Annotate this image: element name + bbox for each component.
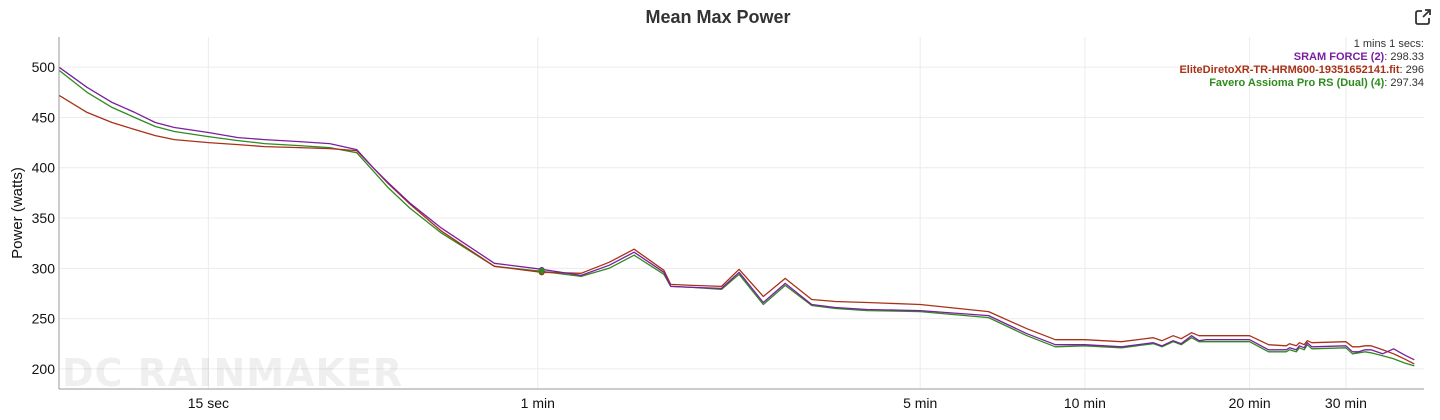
- series-line: [58, 94, 1415, 365]
- legend-header: 1 mins 1 secs:: [1354, 38, 1424, 50]
- legend-entry: SRAM FORCE (2): 298.33: [1294, 51, 1424, 63]
- y-tick-label: 350: [32, 210, 56, 226]
- y-tick-label: 200: [32, 361, 56, 377]
- x-tick-label: 20 min: [1229, 395, 1271, 411]
- y-tick-label: 500: [32, 59, 56, 75]
- x-tick-label: 15 sec: [188, 395, 229, 411]
- axis-layer: [58, 37, 1424, 390]
- grid-layer: [59, 37, 1424, 389]
- y-tick-label: 300: [32, 260, 56, 276]
- legend-entry: Favero Assioma Pro RS (Dual) (4): 297.34: [1209, 77, 1424, 89]
- series-layer: [58, 66, 1415, 367]
- hover-point: [538, 267, 545, 274]
- export-button[interactable]: [1414, 8, 1432, 26]
- series-line: [58, 66, 1415, 361]
- legend-entry: EliteDiretoXR-TR-HRM600-19351652141.fit:…: [1179, 64, 1424, 76]
- y-tick-label: 250: [32, 311, 56, 327]
- x-tick-label: 30 min: [1325, 395, 1367, 411]
- y-tick-label: 400: [32, 160, 56, 176]
- hover-markers: [538, 266, 545, 276]
- legend: 1 mins 1 secs: SRAM FORCE (2): 298.33Eli…: [1179, 38, 1424, 89]
- x-tick-label: 1 min: [521, 395, 555, 411]
- chart-title: Mean Max Power: [645, 7, 790, 27]
- watermark: DC RAINMAKER: [62, 351, 403, 395]
- tick-layer: 200 250 300 350 400 450 500 15 sec 1 min 5 min 10 …: [32, 59, 1367, 411]
- y-axis-label: Power (watts): [9, 167, 26, 259]
- x-tick-label: 5 min: [903, 395, 937, 411]
- y-tick-label: 450: [32, 109, 56, 125]
- external-link-icon: [1415, 9, 1431, 25]
- x-tick-label: 10 min: [1064, 395, 1106, 411]
